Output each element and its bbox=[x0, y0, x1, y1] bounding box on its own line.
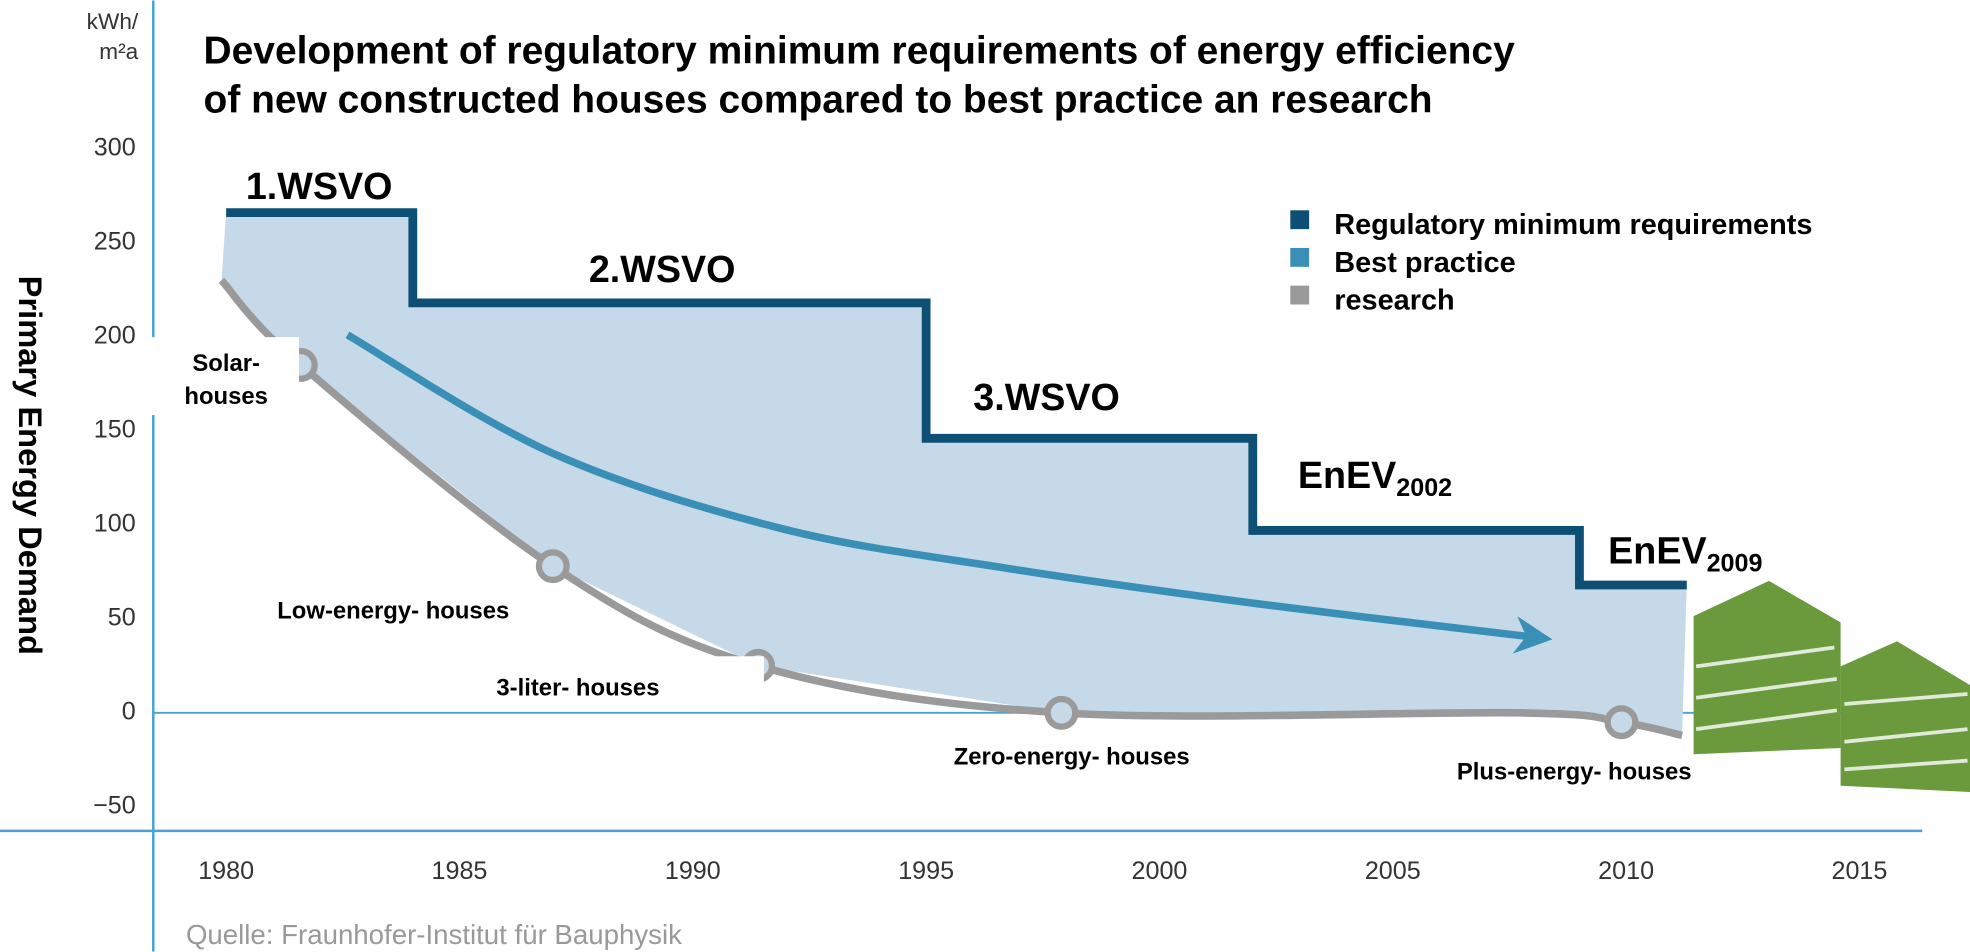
house-label: 3-liter- houses bbox=[496, 674, 659, 701]
y-unit: m²a bbox=[99, 39, 138, 64]
house-label: Plus-energy- houses bbox=[1457, 758, 1692, 785]
y-tick-label: 300 bbox=[94, 133, 136, 161]
regulation-label: EnEV2009 bbox=[1608, 529, 1762, 577]
y-tick-label: 100 bbox=[94, 509, 136, 537]
legend-label: Regulatory minimum requirements bbox=[1334, 209, 1812, 241]
regulation-label: EnEV2002 bbox=[1298, 454, 1452, 502]
legend-swatch bbox=[1290, 210, 1309, 229]
legend-swatch bbox=[1290, 248, 1309, 267]
regulation-name: 3.WSVO bbox=[973, 376, 1120, 418]
regulation-name: 2.WSVO bbox=[589, 248, 736, 290]
y-tick-label: 50 bbox=[108, 603, 136, 631]
chart: −50 0 50 100 150 200 250 300 1980 1985 1990 1995 200… bbox=[0, 0, 1970, 952]
house-label: Low-energy- houses bbox=[277, 598, 509, 625]
legend-label: research bbox=[1334, 285, 1454, 317]
x-tick-label: 1980 bbox=[198, 857, 254, 885]
source-note: Quelle: Fraunhofer-Institut für Bauphysi… bbox=[186, 919, 682, 950]
house-label: houses bbox=[184, 383, 268, 410]
y-axis-label: Primary Energy Demand bbox=[12, 276, 49, 655]
x-tick-label: 1995 bbox=[898, 857, 954, 885]
chart-title: Development of regulatory minimum requir… bbox=[204, 30, 1516, 73]
regulation-name: EnEV bbox=[1298, 454, 1396, 496]
research-point bbox=[1608, 708, 1636, 736]
x-tick-label: 1985 bbox=[432, 857, 488, 885]
regulation-year: 2002 bbox=[1396, 474, 1452, 502]
regulation-year: 2009 bbox=[1707, 549, 1763, 577]
research-point bbox=[1048, 699, 1076, 727]
house-pictures bbox=[1694, 581, 1970, 792]
regulation-label: 3.WSVO bbox=[973, 376, 1120, 418]
regulation-name: EnEV bbox=[1608, 529, 1706, 571]
house-label: Solar- bbox=[192, 350, 260, 377]
x-tick-label: 2015 bbox=[1832, 857, 1888, 885]
y-tick-label: −50 bbox=[93, 791, 136, 819]
regulation-name: 1.WSVO bbox=[246, 165, 393, 207]
x-tick-label: 2000 bbox=[1132, 857, 1188, 885]
house-label: Zero-energy- houses bbox=[954, 743, 1190, 770]
legend-swatch bbox=[1290, 286, 1309, 305]
regulation-label: 2.WSVO bbox=[589, 248, 736, 290]
x-tick-label: 2005 bbox=[1365, 857, 1421, 885]
y-tick-label: 0 bbox=[122, 697, 136, 725]
chart-title: of new constructed houses compared to be… bbox=[204, 79, 1433, 122]
x-tick-label: 2010 bbox=[1598, 857, 1654, 885]
legend-label: Best practice bbox=[1334, 247, 1515, 279]
y-tick-label: 150 bbox=[94, 415, 136, 443]
x-tick-label: 1990 bbox=[665, 857, 721, 885]
regulation-label: 1.WSVO bbox=[246, 165, 393, 207]
y-tick-label: 200 bbox=[94, 321, 136, 349]
y-tick-label: 250 bbox=[94, 227, 136, 255]
research-point bbox=[539, 552, 567, 580]
y-unit: kWh/ bbox=[87, 9, 139, 34]
